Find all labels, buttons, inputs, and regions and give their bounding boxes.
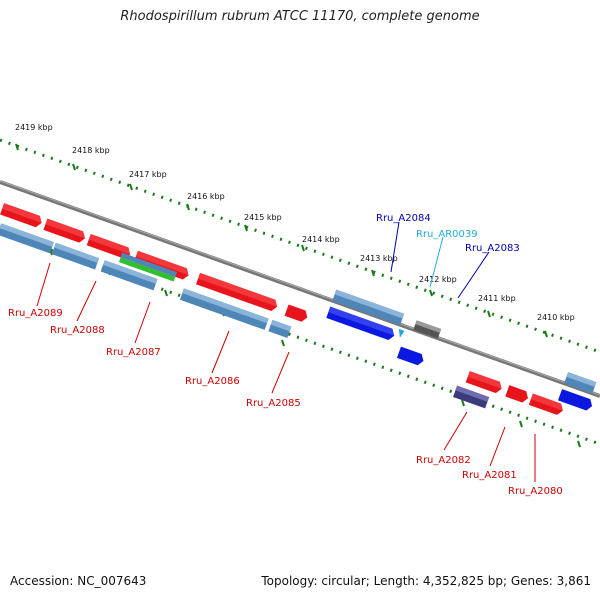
- scale-label-2418: 2418 kbp: [72, 146, 110, 155]
- gene-arrow: [505, 385, 529, 403]
- scale-label-2417: 2417 kbp: [129, 170, 167, 179]
- gene-arrow: [528, 393, 563, 415]
- gene-label-rru-a2087: Rru_A2087: [106, 347, 161, 358]
- gene-label-rru-a2084: Rru_A2084: [376, 213, 431, 224]
- feature-green-outline: [120, 252, 177, 277]
- gene-arrow: [43, 218, 85, 243]
- feature-green: [118, 257, 176, 282]
- outer-major-ticks: [15, 143, 548, 338]
- features-cds: [0, 223, 597, 394]
- gene-arrow: [196, 272, 278, 312]
- features-rna: [326, 306, 593, 411]
- feature-gray: [413, 320, 442, 339]
- scale-label-2410: 2410 kbp: [537, 313, 575, 322]
- trna-marker: [398, 328, 405, 338]
- scale-label-2419: 2419 kbp: [15, 123, 53, 132]
- rna-arrow: [396, 346, 424, 366]
- gene-label-rru-a2082: Rru_A2082: [416, 455, 471, 466]
- gene-arrow: [465, 371, 502, 394]
- scale-label-2414: 2414 kbp: [302, 235, 340, 244]
- gene-label-rru-ar0039: Rru_AR0039: [416, 229, 478, 240]
- genome-backbone: [0, 180, 600, 398]
- features-forward-outer: [0, 203, 563, 415]
- rna-arrow: [558, 389, 593, 411]
- gene-label-rru-a2089: Rru_A2089: [8, 308, 63, 319]
- scale-label-2413: 2413 kbp: [360, 254, 398, 263]
- scale-labels: 2419 kbp 2418 kbp 2417 kbp 2416 kbp 2415…: [15, 123, 575, 322]
- feature-navy: [453, 385, 490, 409]
- gene-arrow: [0, 203, 42, 228]
- scale-label-2411: 2411 kbp: [478, 294, 516, 303]
- gene-label-rru-a2088: Rru_A2088: [50, 325, 105, 336]
- gene-label-rru-a2080: Rru_A2080: [508, 486, 563, 497]
- scale-label-2415: 2415 kbp: [244, 213, 282, 222]
- gene-label-rru-a2086: Rru_A2086: [185, 376, 240, 387]
- gene-label-rru-a2081: Rru_A2081: [462, 470, 517, 481]
- map-title: Rhodospirillum rubrum ATCC 11170, comple…: [120, 9, 480, 24]
- gene-label-rru-a2085: Rru_A2085: [246, 398, 301, 409]
- scale-label-2416: 2416 kbp: [187, 192, 225, 201]
- scale-label-2412: 2412 kbp: [419, 275, 457, 284]
- gene-label-rru-a2083: Rru_A2083: [465, 243, 520, 254]
- gene-labels: Rru_A2084 Rru_AR0039 Rru_A2083 Rru_A2089…: [8, 213, 563, 497]
- gene-arrow: [86, 234, 131, 259]
- gene-arrow: [284, 304, 308, 322]
- genome-summary-text: Topology: circular; Length: 4,352,825 bp…: [261, 574, 591, 588]
- label-leaders: [36, 221, 536, 482]
- accession-text: Accession: NC_007643: [10, 574, 147, 588]
